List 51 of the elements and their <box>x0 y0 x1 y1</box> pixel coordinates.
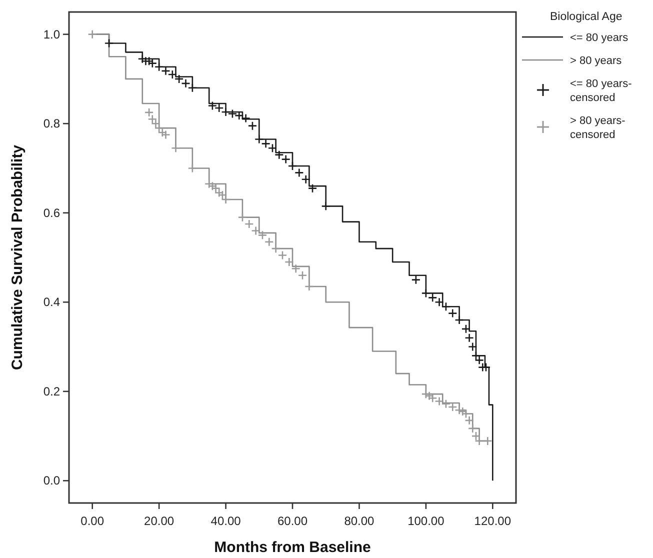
point <box>458 406 468 416</box>
point <box>468 342 478 352</box>
point <box>464 333 474 342</box>
point <box>308 184 318 193</box>
point <box>284 257 294 267</box>
x-tick-label: 60.00 <box>277 514 308 528</box>
x-axis-title: Months from Baseline <box>214 539 371 556</box>
y-tick-label: 1.0 <box>43 27 60 42</box>
point <box>264 237 274 247</box>
x-tick-label: 40.00 <box>210 514 242 528</box>
legend-title: Biological Age <box>550 11 622 23</box>
point <box>228 109 238 118</box>
legend-label: > 80 years <box>570 55 622 67</box>
point <box>161 130 170 140</box>
point <box>244 219 254 229</box>
point <box>238 212 248 222</box>
point <box>291 264 300 274</box>
point <box>288 161 298 171</box>
point <box>448 308 458 318</box>
legend-label: <= 80 years <box>570 32 629 44</box>
y-tick-label: 0.0 <box>43 474 60 488</box>
point <box>468 424 478 434</box>
point <box>411 275 421 284</box>
y-tick-label: 0.2 <box>43 384 60 398</box>
y-axis-title: Cumulative Survival Probability <box>9 144 26 370</box>
point <box>301 174 310 184</box>
point <box>208 181 218 191</box>
point <box>278 250 288 260</box>
x-tick-label: 20.00 <box>144 514 174 528</box>
x-tick-label: 100.00 <box>408 514 445 528</box>
point <box>304 282 314 292</box>
point <box>424 391 434 401</box>
x-tick-label: 80.00 <box>344 514 375 528</box>
point <box>171 143 180 153</box>
point <box>248 121 258 130</box>
y-tick-label: 0.6 <box>43 206 60 220</box>
point <box>482 436 492 446</box>
legend-label: <= 80 years-censored <box>570 78 632 104</box>
point <box>461 324 471 334</box>
point <box>294 168 304 178</box>
x-tick-label: 0.00 <box>80 514 104 528</box>
point <box>188 164 198 173</box>
x-tick-label: 120.00 <box>474 514 512 528</box>
point <box>104 38 114 48</box>
point <box>298 270 308 280</box>
point <box>454 315 464 325</box>
legend-label: > 80 years-censored <box>570 115 626 141</box>
y-tick-label: 0.4 <box>43 295 60 310</box>
point <box>271 244 280 254</box>
point <box>88 30 97 39</box>
y-tick-label: 0.8 <box>43 116 60 131</box>
